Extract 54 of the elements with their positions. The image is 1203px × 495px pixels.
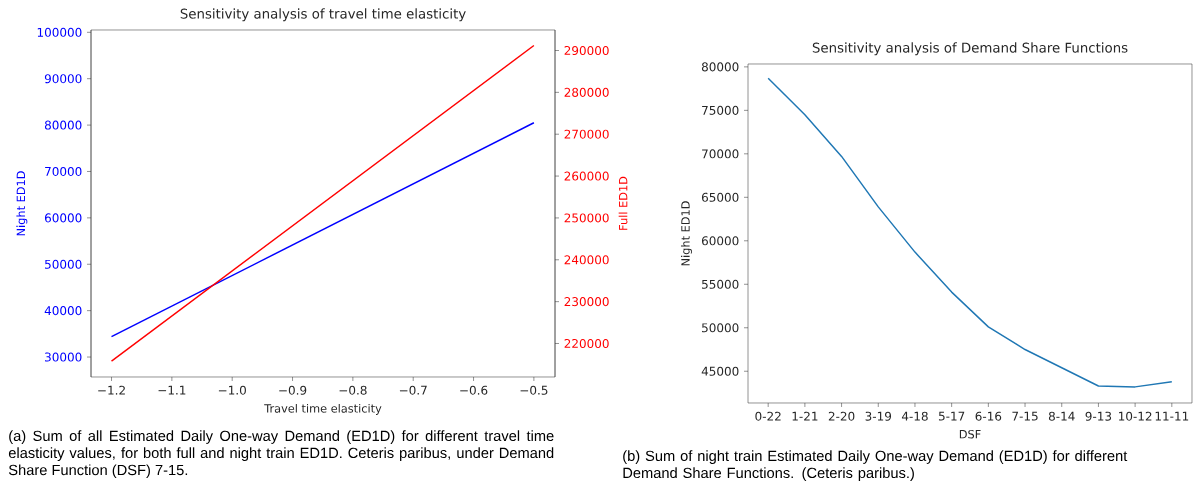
x-tick-label: 2-20 [828, 411, 855, 421]
chart-title: Sensitivity analysis of travel time elasticity [180, 8, 466, 22]
line-series [767, 77, 1173, 388]
y-tick-label: 50000 [702, 323, 739, 333]
x-tick-label: −0.6 [460, 385, 488, 395]
y2-tick-label: 260000 [564, 171, 609, 181]
y2-tick-label: 240000 [564, 255, 609, 265]
y2-axis-title: Full ED1D [618, 176, 628, 230]
y2-tick-label: 290000 [564, 45, 609, 56]
x-tick-label: 0-22 [755, 411, 781, 421]
x-tick-label: 6-16 [975, 411, 1002, 421]
x-tick-label: −0.8 [339, 385, 367, 395]
x-tick-label: −0.5 [520, 385, 548, 395]
x-tick-label: −0.7 [399, 385, 427, 395]
x-axis-title: DSF [959, 429, 981, 439]
x-tick-label: 1-21 [792, 411, 818, 421]
y-tick-label: 80000 [701, 62, 739, 72]
y-axis-title: Night ED1D [16, 171, 28, 236]
x-tick-label: −1.2 [98, 385, 125, 395]
x-tick-label: 8-14 [1048, 411, 1075, 421]
y-tick-label: 70000 [45, 166, 82, 177]
x-tick-label: 3-19 [865, 411, 892, 421]
y2-tick-label: 250000 [564, 213, 609, 223]
x-tick-label: −1.0 [218, 385, 246, 395]
y-tick-label: 80000 [44, 120, 82, 130]
y-tick-label: 50000 [45, 259, 82, 269]
x-tick-label: 11-11 [1155, 411, 1189, 421]
y-tick-label: 100000 [37, 27, 82, 37]
x-tick-label: 4-18 [901, 411, 928, 421]
y2-tick-label: 270000 [564, 129, 609, 139]
x-tick-label: 9-13 [1085, 411, 1112, 421]
y-tick-label: 65000 [701, 192, 739, 202]
x-tick-label: −1.1 [158, 385, 186, 395]
x-axis-title: Travel time elasticity [264, 403, 382, 415]
y-tick-label: 75000 [702, 105, 739, 115]
y-axis-title: Night ED1D [680, 201, 692, 266]
text: (b) Sum of night train Estimated Daily One-way Demand (ED1D) for different Demand Share Functions. (Ceteris paribus.) [623, 450, 1128, 481]
y-tick-label: 70000 [702, 149, 739, 159]
x-tick-label: −0.9 [279, 385, 307, 395]
x-tick-label: 5-17 [938, 411, 965, 421]
y-tick-label: 55000 [702, 279, 739, 289]
y-tick-label: 60000 [701, 236, 739, 246]
y-tick-label: 40000 [44, 306, 82, 316]
y-tick-label: 45000 [701, 366, 739, 376]
y2-tick-label: 220000 [564, 338, 609, 349]
chart-title: Sensitivity analysis of Demand Share Functions [812, 42, 1128, 56]
x-tick-label: 10-12 [1119, 411, 1152, 421]
x-tick-label: 7-15 [1012, 411, 1038, 421]
y2-tick-label: 230000 [564, 297, 609, 307]
y-tick-label: 30000 [45, 352, 82, 362]
y-tick-label: 60000 [44, 213, 82, 223]
y2-tick-label: 280000 [564, 87, 609, 97]
y-tick-label: 90000 [44, 74, 82, 84]
text: (a) Sum of all Estimated Daily One-way Demand (ED1D) for different travel time elasticity values, for both full and night train ED1D. Ceteris paribus, under Demand Share Function (DSF) 7-15. [8, 430, 554, 479]
